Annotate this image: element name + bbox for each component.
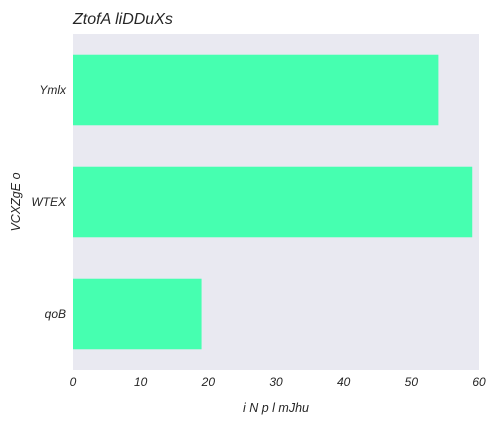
x-tick-label: 40 <box>337 375 351 389</box>
x-tick-labels: 0 10 20 30 40 50 60 <box>70 375 486 389</box>
y-tick-label: Ymlx <box>39 83 67 97</box>
bar-wtex <box>73 166 473 238</box>
x-tick-label: 60 <box>472 375 486 389</box>
x-tick-label: 10 <box>134 375 148 389</box>
bars-group <box>73 54 473 350</box>
y-tick-label: WTEX <box>31 195 67 209</box>
x-tick-label: 0 <box>70 375 77 389</box>
bar-qob <box>73 278 202 350</box>
x-tick-label: 30 <box>269 375 283 389</box>
y-tick-labels: Ymlx WTEX qoB <box>31 83 67 321</box>
y-tick-label: qoB <box>45 307 66 321</box>
x-axis-label: i N p l mJhu <box>243 401 309 415</box>
bar-ymlx <box>73 54 439 126</box>
y-axis-label: VCXZgE o <box>9 172 23 231</box>
chart-title: ZtofA liDDuXs <box>72 11 173 28</box>
x-tick-label: 50 <box>405 375 419 389</box>
x-tick-label: 20 <box>201 375 216 389</box>
